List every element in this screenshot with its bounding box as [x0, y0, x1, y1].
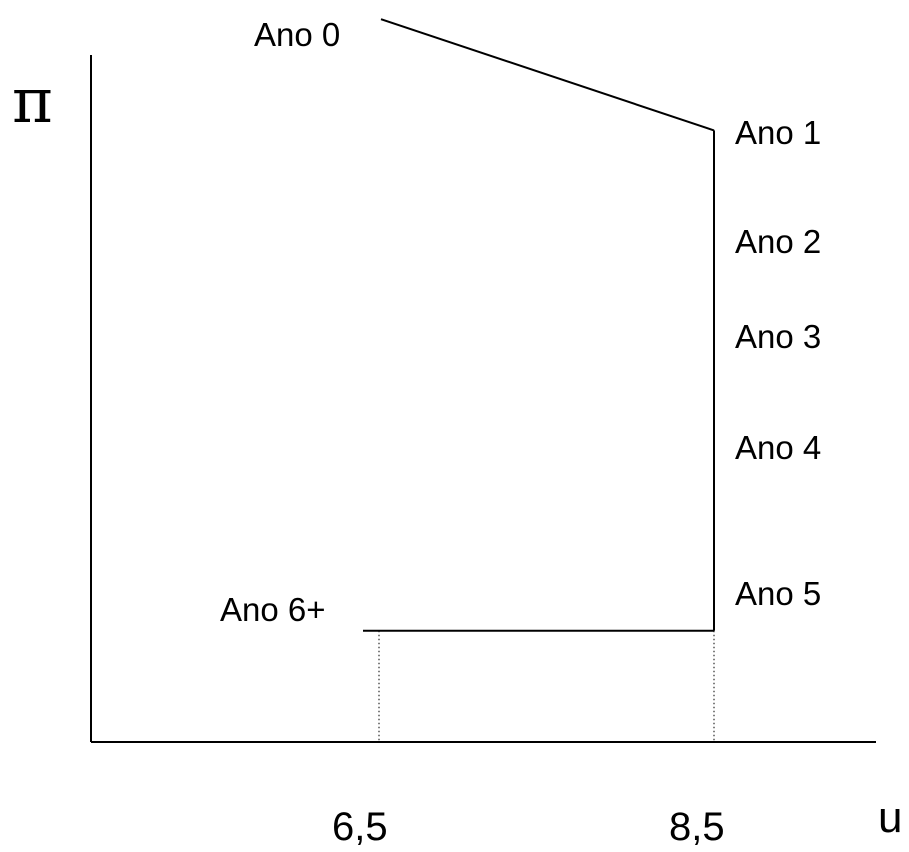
point-label-ano-1: Ano 1 [735, 114, 821, 151]
point-label-ano-2: Ano 2 [735, 223, 821, 260]
segment-ano0-ano1 [380, 18, 715, 132]
x-tick-label-8-5: 8,5 [669, 805, 725, 849]
x-tick-label-6-5: 6,5 [332, 805, 388, 849]
x-axis-title: u [878, 793, 902, 842]
point-label-ano-6: Ano 6+ [220, 591, 326, 628]
point-label-ano-5: Ano 5 [735, 575, 821, 612]
point-label-ano-0: Ano 0 [254, 16, 340, 53]
point-label-ano-4: Ano 4 [735, 429, 821, 466]
point-label-ano-3: Ano 3 [735, 318, 821, 355]
y-axis-title: π [12, 64, 53, 137]
